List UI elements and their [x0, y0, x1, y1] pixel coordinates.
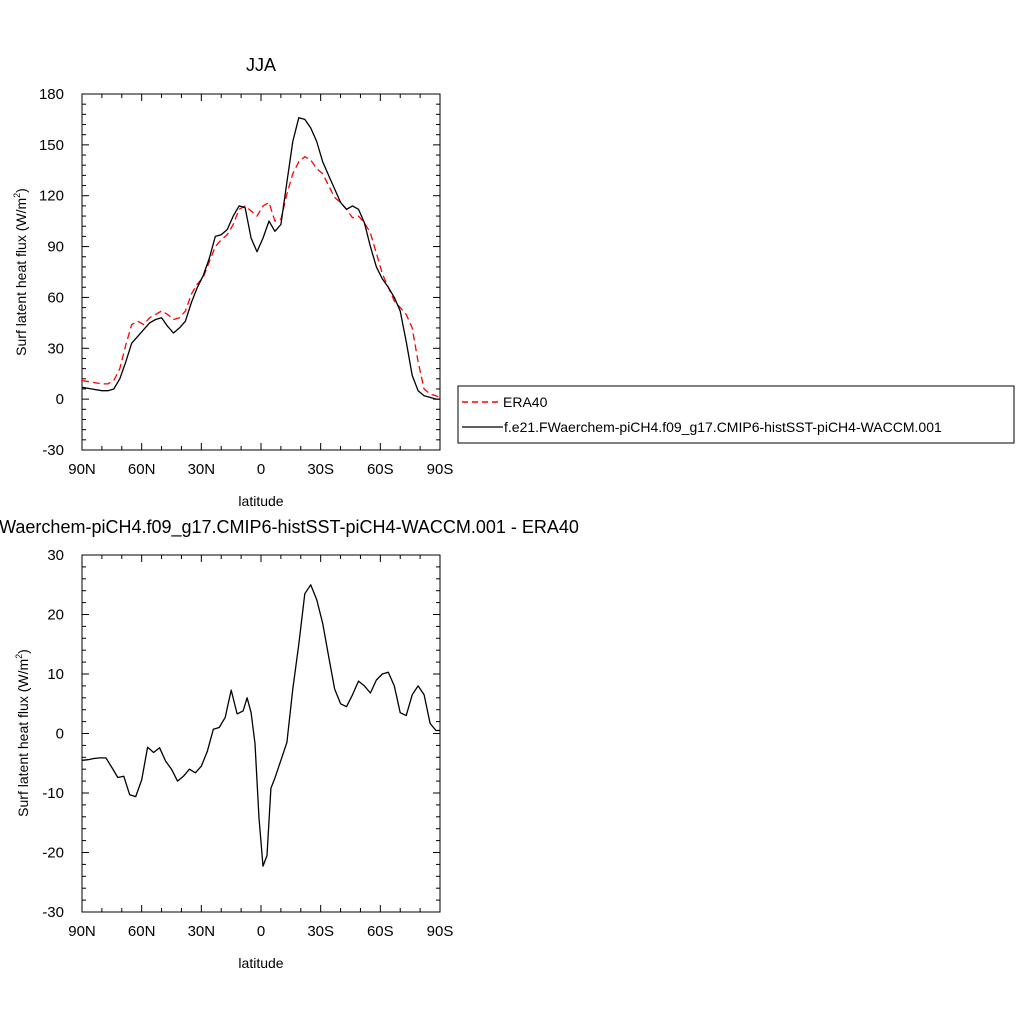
- bottom-x-tick-labels: 90N 60N 30N 0 30S 60S 90S: [68, 923, 453, 940]
- top-x-tick-label: 60S: [367, 461, 394, 478]
- bottom-y-tick-label: 10: [47, 666, 64, 683]
- top-x-tick-label: 90N: [68, 461, 96, 478]
- bottom-x-tick-label: 90S: [427, 923, 454, 940]
- bottom-y-tick-label: -10: [42, 785, 64, 802]
- top-y-axis-label-sup: 2: [12, 193, 22, 198]
- bottom-panel: f.e21.FWaerchem-piCH4.f09_g17.CMIP6-hist…: [0, 517, 579, 971]
- bottom-y-tick-label: 0: [56, 726, 64, 743]
- top-y-axis-label: Surf latent heat flux (W/m2): [12, 188, 29, 356]
- bottom-y-axis-label-main: Surf latent heat flux (W/m: [15, 659, 31, 817]
- bottom-chart-title: f.e21.FWaerchem-piCH4.f09_g17.CMIP6-hist…: [0, 517, 579, 538]
- top-panel: JJA -30 0 30 60 90 120 150 180 90N 60N 30N 0 30S 60S…: [12, 55, 453, 509]
- top-chart-title: JJA: [246, 55, 276, 75]
- bottom-plot-frame: [81, 554, 441, 913]
- bottom-x-tick-label: 90N: [68, 923, 96, 940]
- bottom-y-axis-label-sup: 2: [14, 654, 24, 659]
- top-y-axis-label-main: Surf latent heat flux (W/m: [13, 198, 29, 356]
- top-y-tick-label: 90: [47, 239, 64, 256]
- legend-label-model: f.e21.FWaerchem-piCH4.f09_g17.CMIP6-hist…: [504, 419, 942, 435]
- top-x-tick-label: 90S: [427, 461, 454, 478]
- top-x-axis-label: latitude: [238, 493, 283, 509]
- top-y-axis-label-close: ): [13, 188, 29, 193]
- legend-box: [457, 385, 1015, 444]
- bottom-axis-ticks: [81, 554, 441, 913]
- legend: ERA40 f.e21.FWaerchem-piCH4.f09_g17.CMIP…: [457, 385, 1015, 444]
- top-y-tick-label: 30: [47, 340, 64, 357]
- top-x-tick-label: 60N: [128, 461, 156, 478]
- top-y-tick-label: -30: [42, 442, 64, 459]
- bottom-x-tick-label: 60N: [128, 923, 156, 940]
- top-plot-frame: [81, 93, 441, 451]
- bottom-x-tick-label: 60S: [367, 923, 394, 940]
- top-x-tick-label: 0: [257, 461, 265, 478]
- bottom-y-axis-label-close: ): [15, 649, 31, 654]
- top-x-tick-label: 30N: [188, 461, 216, 478]
- bottom-y-tick-labels: -30 -20 -10 0 10 20 30: [42, 547, 64, 921]
- top-y-tick-labels: -30 0 30 60 90 120 150 180: [39, 86, 64, 459]
- top-x-tick-labels: 90N 60N 30N 0 30S 60S 90S: [68, 461, 453, 478]
- bottom-x-tick-label: 0: [257, 923, 265, 940]
- top-y-tick-label: 150: [39, 137, 64, 154]
- bottom-plot-lines: [81, 584, 440, 867]
- top-series-line-0: [81, 156, 441, 399]
- bottom-series-line-0: [81, 584, 440, 867]
- bottom-x-axis-label: latitude: [238, 955, 283, 971]
- top-series-line-1: [81, 117, 440, 400]
- bottom-x-tick-label: 30N: [188, 923, 216, 940]
- top-axis-ticks: [81, 93, 441, 451]
- top-x-tick-label: 30S: [307, 461, 334, 478]
- top-y-tick-label: 0: [56, 391, 64, 408]
- legend-label-era40: ERA40: [503, 394, 548, 410]
- bottom-y-axis-label: Surf latent heat flux (W/m2): [14, 649, 31, 817]
- bottom-y-tick-label: 20: [47, 607, 64, 624]
- top-y-tick-label: 120: [39, 188, 64, 205]
- bottom-y-tick-label: -30: [42, 904, 64, 921]
- bottom-y-tick-label: -20: [42, 845, 64, 862]
- top-y-tick-label: 180: [39, 86, 64, 103]
- bottom-y-tick-label: 30: [47, 547, 64, 564]
- bottom-x-tick-label: 30S: [307, 923, 334, 940]
- top-y-tick-label: 60: [47, 289, 64, 306]
- top-plot-lines: [81, 117, 441, 400]
